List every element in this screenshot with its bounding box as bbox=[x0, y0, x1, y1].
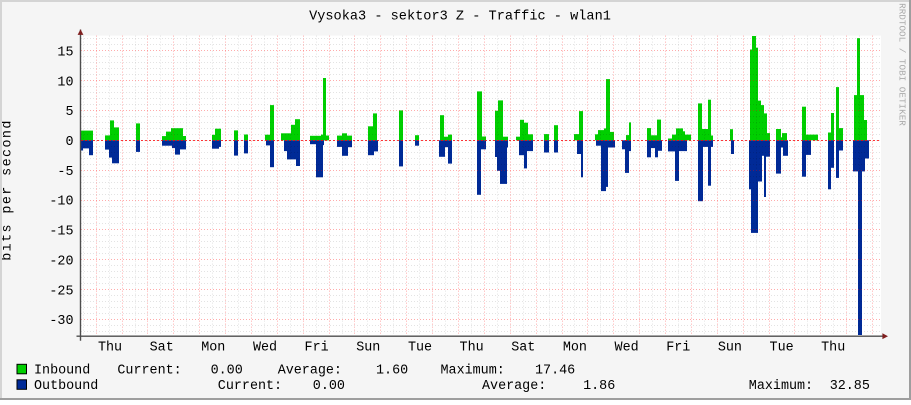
svg-text:RRDTOOL / TOBI OETIKER: RRDTOOL / TOBI OETIKER bbox=[897, 3, 908, 126]
svg-text:Average:: Average: bbox=[278, 363, 342, 378]
svg-text:Outbound: Outbound bbox=[34, 379, 98, 394]
svg-text:Sat: Sat bbox=[511, 341, 535, 356]
svg-text:Sun: Sun bbox=[356, 341, 380, 356]
svg-text:-30: -30 bbox=[49, 314, 73, 329]
svg-text:Mon: Mon bbox=[201, 341, 225, 356]
svg-text:Sat: Sat bbox=[150, 341, 174, 356]
svg-text:0.00: 0.00 bbox=[211, 363, 243, 378]
svg-text:Maximum:: Maximum: bbox=[441, 363, 505, 378]
svg-text:Mon: Mon bbox=[563, 341, 587, 356]
svg-text:10: 10 bbox=[57, 75, 73, 90]
svg-text:Fri: Fri bbox=[305, 341, 329, 356]
svg-text:Thu: Thu bbox=[98, 341, 122, 356]
svg-text:Vysoka3 - sektor3 Z - Traffic: Vysoka3 - sektor3 Z - Traffic - wlan1 bbox=[309, 9, 611, 24]
svg-text:1.86: 1.86 bbox=[583, 379, 615, 394]
svg-text:Maximum:: Maximum: bbox=[749, 379, 813, 394]
svg-text:Tue: Tue bbox=[770, 341, 794, 356]
svg-text:-25: -25 bbox=[49, 284, 73, 299]
svg-text:-15: -15 bbox=[49, 225, 73, 240]
svg-text:Wed: Wed bbox=[253, 341, 277, 356]
svg-text:Thu: Thu bbox=[821, 341, 845, 356]
svg-text:Fri: Fri bbox=[666, 341, 690, 356]
svg-text:Sun: Sun bbox=[718, 341, 742, 356]
svg-text:Inbound: Inbound bbox=[34, 363, 90, 378]
svg-text:Thu: Thu bbox=[460, 341, 484, 356]
svg-text:Current:: Current: bbox=[117, 363, 181, 378]
svg-text:Current:: Current: bbox=[218, 379, 282, 394]
svg-text:Wed: Wed bbox=[615, 341, 639, 356]
svg-text:0.00: 0.00 bbox=[313, 379, 345, 394]
svg-text:bits per second: bits per second bbox=[1, 119, 16, 261]
svg-text:Tue: Tue bbox=[408, 341, 432, 356]
svg-text:-5: -5 bbox=[57, 165, 73, 180]
svg-text:-20: -20 bbox=[49, 255, 73, 270]
svg-text:15: 15 bbox=[57, 45, 73, 60]
svg-text:32.85: 32.85 bbox=[830, 379, 870, 394]
svg-text:1.60: 1.60 bbox=[376, 363, 408, 378]
svg-text:Average:: Average: bbox=[482, 379, 546, 394]
svg-text:-10: -10 bbox=[49, 195, 73, 210]
svg-text:17.46: 17.46 bbox=[535, 363, 575, 378]
svg-text:5: 5 bbox=[65, 105, 73, 120]
svg-text:0: 0 bbox=[65, 135, 73, 150]
